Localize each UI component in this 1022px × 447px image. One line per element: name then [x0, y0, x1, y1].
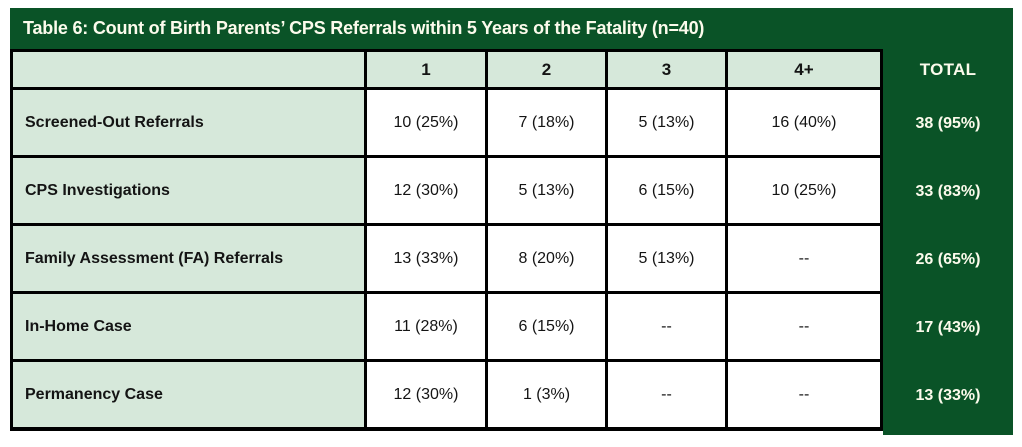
table-cell: 5 (13%) [608, 90, 728, 158]
total-cell-cps-investigations: 33 (83%) [915, 183, 981, 200]
table-cell: 1 (3%) [488, 362, 608, 427]
header-cell-blank [13, 52, 367, 90]
row-label-permanency-case: Permanency Case [13, 362, 367, 427]
total-cell-screened-out: 38 (95%) [915, 115, 981, 132]
table-cell: 5 (13%) [488, 158, 608, 226]
table-cell: 7 (18%) [488, 90, 608, 158]
table-cell: 12 (30%) [367, 158, 488, 226]
header-cell-1: 1 [367, 52, 488, 90]
table-title-bar: Table 6: Count of Birth Parents’ CPS Ref… [10, 8, 1013, 49]
referrals-table: Table 6: Count of Birth Parents’ CPS Ref… [10, 8, 1013, 435]
total-cell-in-home: 17 (43%) [915, 319, 981, 336]
total-cell-family-assessment: 26 (65%) [915, 251, 981, 268]
table-cell: 13 (33%) [367, 226, 488, 294]
row-label-family-assessment-referrals: Family Assessment (FA) Referrals [13, 226, 367, 294]
table-cell: 12 (30%) [367, 362, 488, 427]
header-cell-3: 3 [608, 52, 728, 90]
table-cell: -- [728, 294, 880, 362]
table-cell: -- [608, 294, 728, 362]
table-cell: 5 (13%) [608, 226, 728, 294]
table-cell: 6 (15%) [608, 158, 728, 226]
table-cell: 10 (25%) [367, 90, 488, 158]
table-cell: 6 (15%) [488, 294, 608, 362]
total-column-header: TOTAL [919, 59, 977, 79]
row-label-screened-out-referrals: Screened-Out Referrals [13, 90, 367, 158]
table-cell: 11 (28%) [367, 294, 488, 362]
table-grid: 1 2 3 4+ Screened-Out Referrals 10 (25%)… [10, 49, 883, 431]
table-cell: 8 (20%) [488, 226, 608, 294]
table-cell: 16 (40%) [728, 90, 880, 158]
table-title: Table 6: Count of Birth Parents’ CPS Ref… [23, 18, 705, 38]
header-cell-2: 2 [488, 52, 608, 90]
table-cell: -- [608, 362, 728, 427]
total-cell-permanency: 13 (33%) [915, 387, 981, 404]
table-cell: -- [728, 362, 880, 427]
total-column: TOTAL 38 (95%) 33 (83%) 26 (65%) 17 (43%… [883, 49, 1013, 435]
header-cell-4plus: 4+ [728, 52, 880, 90]
table-body: 1 2 3 4+ Screened-Out Referrals 10 (25%)… [10, 49, 1013, 435]
row-label-in-home-case: In-Home Case [13, 294, 367, 362]
row-label-cps-investigations: CPS Investigations [13, 158, 367, 226]
table-cell: 10 (25%) [728, 158, 880, 226]
table-cell: -- [728, 226, 880, 294]
